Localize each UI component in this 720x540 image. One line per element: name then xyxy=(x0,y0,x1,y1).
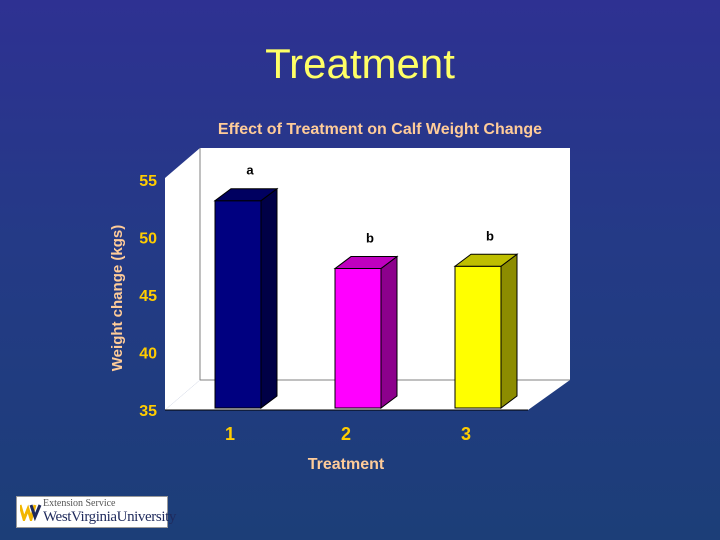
y-tick-label: 45 xyxy=(139,288,157,305)
bar-side xyxy=(260,187,278,409)
bars xyxy=(213,187,519,409)
data-label: b xyxy=(486,228,494,243)
bar-side xyxy=(500,253,518,409)
bar-top xyxy=(333,256,399,270)
bar-3 xyxy=(453,253,519,409)
x-tick-label: 3 xyxy=(461,424,471,444)
x-tick-label: 2 xyxy=(341,424,351,444)
x-axis-label: Treatment xyxy=(308,456,385,473)
y-tick-label: 50 xyxy=(139,231,157,248)
bar-top xyxy=(213,188,279,202)
data-label: a xyxy=(246,163,254,178)
x-tick-label: 1 xyxy=(225,424,235,444)
data-label: b xyxy=(366,231,374,246)
bar-top xyxy=(453,253,519,267)
bar-front xyxy=(334,268,382,409)
chart-labels: 35 40 45 50 55 a 1 b 2 b 3 xyxy=(139,163,494,444)
wv-logo-icon xyxy=(20,504,42,521)
chart-title: Effect of Treatment on Calf Weight Chang… xyxy=(218,121,542,138)
bar-front xyxy=(454,265,502,409)
bar-side xyxy=(380,255,398,409)
y-tick-label: 55 xyxy=(139,173,157,190)
logo-university-text: WestVirginiaUniversity xyxy=(43,509,176,525)
bar-1 xyxy=(213,187,279,409)
y-tick-label: 35 xyxy=(139,403,157,420)
slide-title: Treatment xyxy=(265,40,455,87)
logo-extension-text: Extension Service xyxy=(43,498,116,509)
bar-front xyxy=(214,200,262,409)
y-tick-label: 40 xyxy=(139,346,157,363)
bar-2 xyxy=(333,255,399,409)
plot-side-wall xyxy=(165,148,200,410)
wvu-extension-logo: Extension Service WestVirginiaUniversity xyxy=(16,496,176,528)
y-axis-label: Weight change (kgs) xyxy=(109,225,126,371)
